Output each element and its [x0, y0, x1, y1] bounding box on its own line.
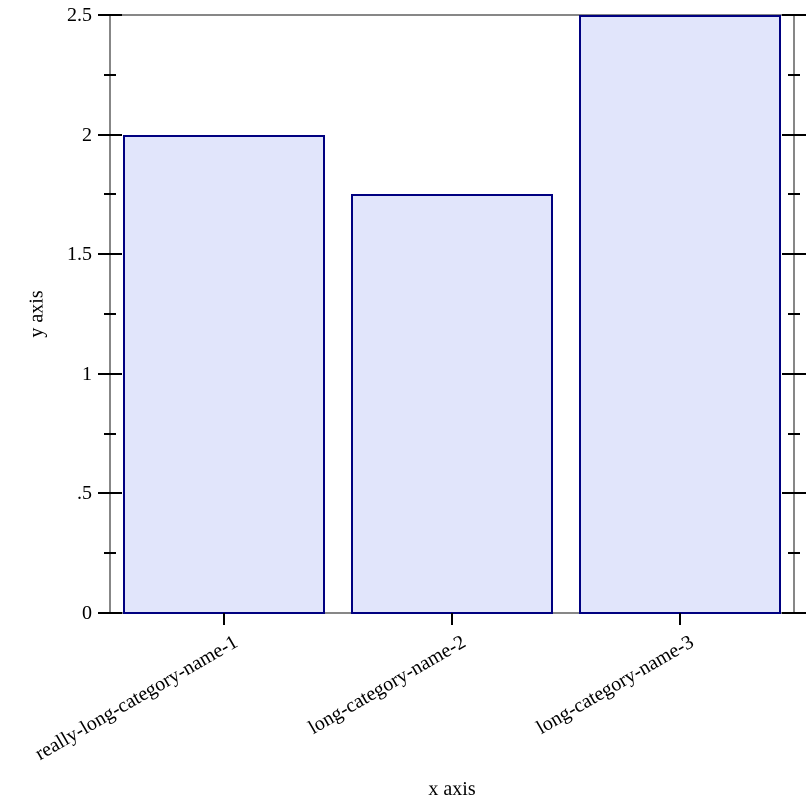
y-minor-tick: [104, 432, 116, 435]
y-major-tick: [782, 372, 806, 375]
y-major-tick: [782, 133, 806, 136]
bar: [579, 15, 781, 614]
x-tick: [223, 613, 225, 625]
y-major-tick: [98, 253, 122, 256]
y-minor-tick: [788, 73, 800, 76]
y-minor-tick: [788, 432, 800, 435]
y-major-tick: [782, 492, 806, 495]
y-major-tick: [98, 612, 122, 614]
x-tick: [451, 613, 453, 625]
y-axis-title: y axis: [25, 290, 48, 338]
x-tick: [679, 613, 681, 625]
y-tick-label: 1: [82, 362, 92, 385]
y-major-tick: [98, 492, 122, 495]
y-tick-label: 1.5: [67, 243, 92, 266]
y-major-tick: [782, 14, 806, 16]
y-minor-tick: [788, 313, 800, 315]
y-minor-tick: [104, 73, 116, 76]
y-major-tick: [782, 253, 806, 256]
x-category-label: long-category-name-2: [304, 630, 470, 739]
x-category-label: really-long-category-name-1: [31, 630, 242, 765]
y-tick-label: 0: [82, 602, 92, 624]
y-minor-tick: [104, 313, 116, 315]
bar: [351, 194, 553, 614]
y-major-tick: [98, 14, 122, 16]
y-tick-label: .5: [77, 482, 92, 505]
y-minor-tick: [104, 552, 116, 555]
y-major-tick: [98, 133, 122, 136]
y-tick-label: 2.5: [67, 4, 92, 26]
y-major-tick: [782, 612, 806, 614]
y-tick-label: 2: [82, 123, 92, 146]
x-category-label: long-category-name-3: [532, 630, 698, 739]
x-axis-title: x axis: [428, 778, 476, 800]
y-minor-tick: [788, 552, 800, 555]
y-minor-tick: [788, 193, 800, 196]
bar: [123, 134, 325, 614]
y-major-tick: [98, 372, 122, 375]
y-minor-tick: [104, 193, 116, 196]
